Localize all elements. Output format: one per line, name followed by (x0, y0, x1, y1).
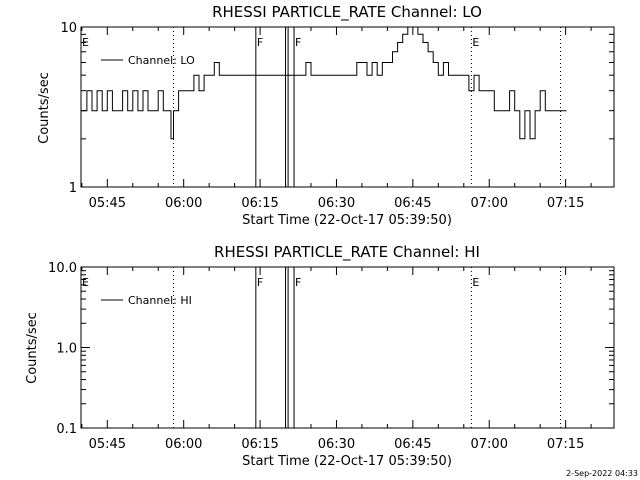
x-tick-label: 05:45 (89, 196, 126, 211)
y-tick-label: 10 (60, 21, 77, 36)
footer-timestamp: 2-Sep-2022 04:33 (566, 469, 638, 478)
x-tick-label: 06:30 (318, 437, 355, 452)
y-tick-label: 10.0 (48, 261, 77, 276)
y-axis-label-lo: Counts/sec (37, 72, 52, 144)
x-axis-label-lo: Start Time (22-Oct-17 05:39:50) (242, 213, 452, 228)
y-tick-label: 1.0 (56, 342, 77, 357)
chart-title-hi: RHESSI PARTICLE_RATE Channel: HI (214, 243, 480, 262)
x-axis-label-hi: Start Time (22-Oct-17 05:39:50) (242, 454, 452, 469)
y-axis-label-hi: Counts/sec (25, 312, 40, 384)
x-tick-label: 06:15 (241, 437, 278, 452)
x-tick-label: 07:15 (547, 196, 584, 211)
x-tick-label: 07:00 (471, 196, 508, 211)
x-tick-label: 06:00 (165, 437, 202, 452)
x-tick-label: 05:45 (89, 437, 126, 452)
x-tick-label: 06:45 (394, 437, 431, 452)
panel-hi: RHESSI PARTICLE_RATE Channel: HI Counts/… (25, 243, 615, 469)
x-tick-label: 07:15 (547, 437, 584, 452)
plot-frame (80, 26, 615, 188)
x-tick-label: 06:15 (241, 196, 278, 211)
event-marker-label: F (295, 36, 301, 49)
series-line (81, 26, 567, 140)
y-tick-label: 1 (69, 181, 77, 196)
legend-label: Channel: HI (128, 294, 192, 307)
x-tick-label: 06:00 (165, 196, 202, 211)
x-tick-label: 06:45 (394, 196, 431, 211)
event-marker-label: E (472, 276, 479, 289)
x-tick-label: 06:30 (318, 196, 355, 211)
y-tick-label: 0.1 (56, 422, 77, 437)
axes-hi: 05:45 06:00 06:15 06:30 06:45 07:00 07:15 0.1 1.… (48, 261, 615, 452)
chart-title-lo: RHESSI PARTICLE_RATE Channel: LO (212, 3, 482, 22)
event-marker-label: F (257, 276, 263, 289)
x-tick-label: 07:00 (471, 437, 508, 452)
axes-lo: 05:45 06:00 06:15 06:30 06:45 07:00 07:15 1 10 E F… (60, 21, 615, 211)
panel-lo: RHESSI PARTICLE_RATE Channel: LO Counts/… (37, 3, 615, 228)
legend-label: Channel: LO (128, 54, 195, 67)
event-marker-label: F (257, 36, 263, 49)
event-marker-label: F (295, 276, 301, 289)
event-marker-label: E (82, 36, 89, 49)
event-marker-label: E (472, 36, 479, 49)
event-marker-label: E (82, 276, 89, 289)
